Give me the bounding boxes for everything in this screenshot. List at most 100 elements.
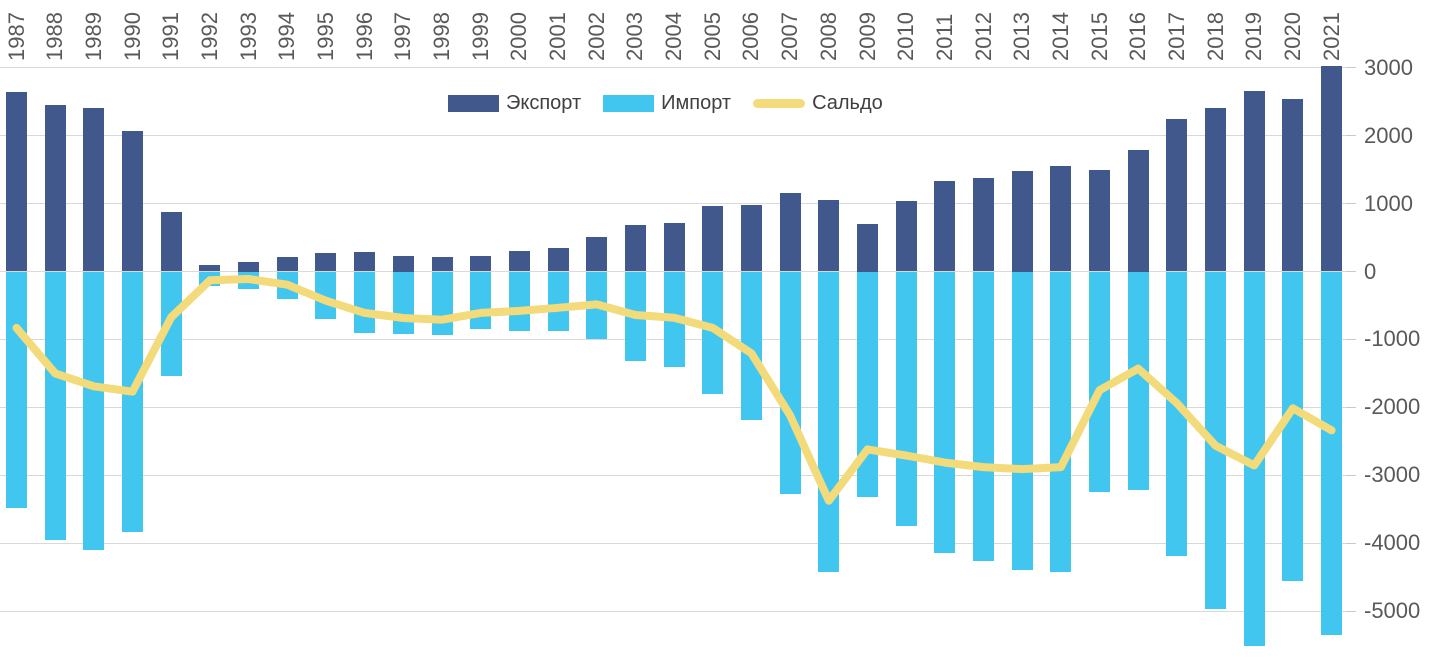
- axis-tick-0: [1346, 271, 1356, 272]
- export-bar-2021: [1321, 66, 1343, 272]
- legend-label-saldo: Сальдо: [812, 92, 883, 114]
- export-bar-2003: [624, 225, 646, 272]
- export-bar-1998: [431, 256, 453, 272]
- x-axis-label-1987: 1987: [3, 12, 29, 61]
- export-bar-2020: [1282, 98, 1304, 272]
- x-axis-label-2020: 2020: [1279, 12, 1305, 61]
- export-bar-2006: [740, 204, 762, 272]
- x-axis-label-2001: 2001: [545, 12, 570, 61]
- import-bar-2011: [934, 271, 956, 553]
- x-axis-label-2009: 2009: [854, 12, 880, 61]
- x-axis-label-2016: 2016: [1125, 12, 1151, 61]
- import-bar-2009: [857, 271, 878, 497]
- x-axis-label-2015: 2015: [1086, 12, 1112, 61]
- y-axis-label-2000: 2000: [1364, 122, 1413, 148]
- export-bar-2007: [779, 193, 801, 272]
- import-bar-1994: [276, 271, 298, 300]
- import-swatch-icon: [603, 95, 655, 112]
- gridline-1000: [0, 203, 1352, 205]
- gridline-3000: [0, 67, 1352, 69]
- import-bar-1987: [6, 271, 27, 508]
- import-bar-1995: [315, 271, 337, 319]
- x-axis-label-1991: 1991: [158, 12, 184, 61]
- export-bar-2000: [508, 251, 530, 272]
- import-bar-1996: [354, 271, 376, 333]
- import-bar-1998: [431, 271, 453, 335]
- export-bar-1995: [315, 253, 337, 272]
- x-axis-label-1988: 1988: [42, 12, 68, 61]
- export-bar-2010: [895, 200, 917, 272]
- export-bar-1999: [470, 255, 492, 272]
- export-bar-2002: [586, 237, 608, 272]
- x-axis-label-2005: 2005: [699, 12, 725, 61]
- x-axis-label-2007: 2007: [777, 12, 803, 61]
- x-axis-label-1997: 1997: [390, 12, 416, 61]
- export-bar-1992: [199, 265, 221, 272]
- saldo-swatch-icon: [753, 99, 806, 108]
- import-bar-2012: [973, 271, 994, 561]
- legend: Экспорт Импорт Сальдо: [448, 92, 883, 115]
- import-bar-2017: [1166, 271, 1188, 556]
- axis-tick--3000: [1346, 474, 1356, 476]
- export-bar-2013: [1011, 171, 1033, 272]
- import-bar-1990: [122, 271, 143, 533]
- axis-tick--2000: [1346, 406, 1356, 408]
- gridline--4000: [0, 542, 1352, 544]
- x-axis-label-2008: 2008: [815, 12, 841, 61]
- export-bar-2017: [1166, 119, 1188, 272]
- import-bar-2000: [508, 271, 530, 332]
- import-bar-2005: [702, 271, 724, 394]
- import-bar-2001: [547, 271, 569, 331]
- legend-item-export: Экспорт: [448, 92, 581, 115]
- import-bar-1992: [199, 271, 221, 287]
- y-axis-label--3000: -3000: [1364, 462, 1421, 488]
- import-bar-1997: [392, 271, 414, 334]
- axis-tick-2000: [1346, 135, 1356, 137]
- y-axis-label-0: 0: [1364, 258, 1377, 284]
- gridline--5000: [0, 610, 1352, 612]
- export-bar-2004: [663, 222, 685, 272]
- x-axis-label-2021: 2021: [1318, 12, 1344, 61]
- gridline-2000: [0, 135, 1352, 137]
- x-axis-label-2003: 2003: [622, 12, 648, 61]
- x-axis-label-1998: 1998: [429, 12, 454, 61]
- axis-tick-3000: [1346, 67, 1356, 69]
- import-bar-2014: [1050, 271, 1072, 573]
- x-axis-label-1993: 1993: [235, 12, 261, 61]
- import-bar-2015: [1089, 271, 1110, 492]
- legend-label-import: Импорт: [661, 92, 732, 114]
- export-bar-2012: [973, 177, 994, 272]
- y-axis-label--4000: -4000: [1364, 530, 1421, 556]
- export-bar-2008: [818, 199, 840, 272]
- y-axis-label-3000: 3000: [1364, 54, 1413, 80]
- x-axis-label-2000: 2000: [506, 12, 532, 61]
- import-bar-1993: [238, 271, 260, 289]
- export-bar-2009: [857, 224, 878, 272]
- import-bar-2002: [586, 271, 608, 339]
- x-axis-label-2010: 2010: [893, 12, 919, 61]
- x-axis-label-1992: 1992: [196, 12, 222, 61]
- export-bar-2014: [1050, 166, 1072, 272]
- export-bar-2019: [1243, 90, 1265, 272]
- legend-label-export: Экспорт: [506, 92, 582, 114]
- import-bar-2006: [740, 271, 762, 421]
- import-bar-1989: [83, 271, 105, 550]
- x-axis-label-2011: 2011: [931, 13, 957, 61]
- axis-tick--1000: [1346, 338, 1356, 340]
- export-bar-1987: [6, 91, 27, 272]
- import-bar-2003: [624, 271, 646, 362]
- x-axis-label-2018: 2018: [1202, 12, 1228, 61]
- gridline--2000: [0, 406, 1352, 408]
- export-bar-1988: [44, 105, 66, 272]
- import-bar-2010: [895, 271, 917, 527]
- export-bar-1993: [238, 262, 260, 272]
- import-bar-2008: [818, 271, 840, 573]
- x-axis-label-2013: 2013: [1009, 12, 1035, 61]
- x-axis-label-2019: 2019: [1241, 12, 1267, 61]
- x-axis-label-1994: 1994: [274, 12, 300, 61]
- axis-tick-1000: [1346, 203, 1356, 205]
- export-swatch-icon: [448, 95, 499, 112]
- export-bar-2011: [934, 181, 956, 272]
- import-bar-2004: [663, 271, 685, 367]
